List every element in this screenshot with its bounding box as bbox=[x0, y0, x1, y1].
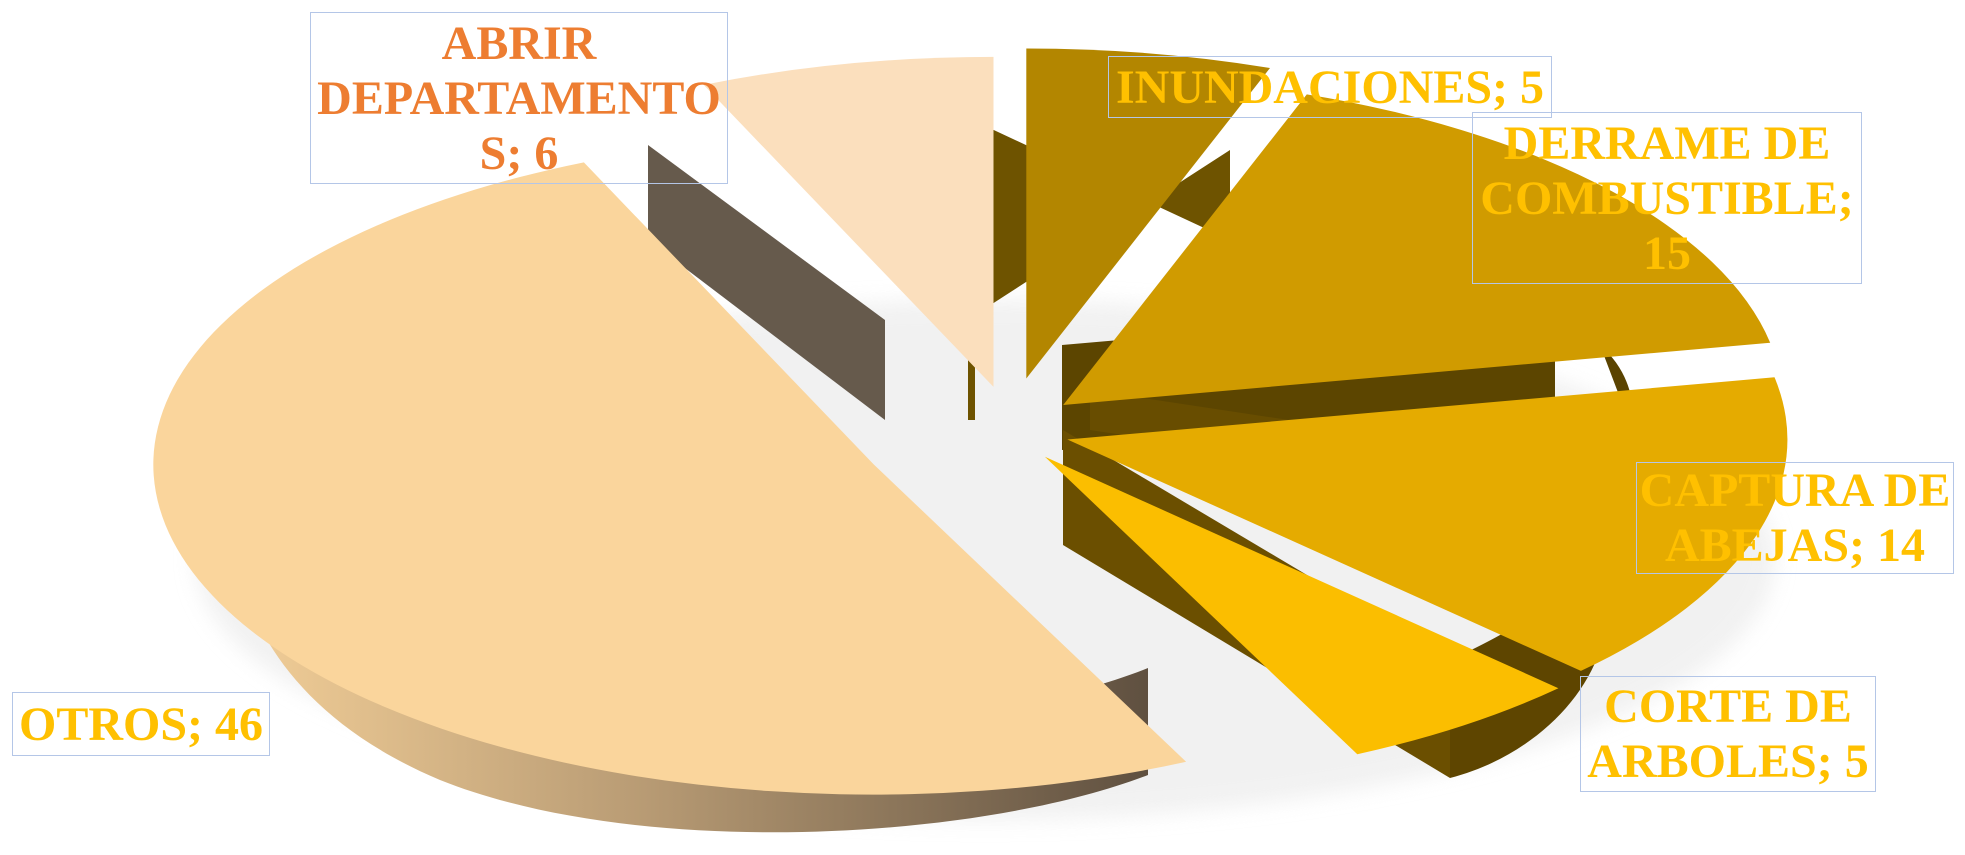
slice-derrame bbox=[1063, 94, 1771, 406]
label-abrir-departamentos: ABRIR DEPARTAMENTO S; 6 bbox=[310, 12, 728, 184]
label-abrir-text: ABRIR DEPARTAMENTO S; 6 bbox=[317, 16, 721, 180]
slice-tops bbox=[153, 48, 1788, 795]
slice-captura bbox=[1067, 377, 1788, 671]
slice-corte bbox=[1044, 456, 1559, 755]
label-otros: OTROS; 46 bbox=[12, 692, 270, 756]
slice-side-abrir bbox=[648, 145, 885, 420]
label-captura: CAPTURA DE ABEJAS; 14 bbox=[1636, 462, 1954, 574]
slice-inundaciones bbox=[1026, 48, 1270, 379]
label-otros-text: OTROS; 46 bbox=[18, 697, 264, 751]
label-captura-text: CAPTURA DE ABEJAS; 14 bbox=[1639, 464, 1951, 572]
label-corte: CORTE DE ARBOLES; 5 bbox=[1580, 676, 1876, 792]
slice-abrir bbox=[703, 56, 994, 387]
label-derrame: DERRAME DE COMBUSTIBLE; 15 bbox=[1472, 112, 1862, 284]
label-derrame-text: DERRAME DE COMBUSTIBLE; 15 bbox=[1480, 116, 1854, 280]
label-inundaciones: INUNDACIONES; 5 bbox=[1108, 56, 1552, 118]
label-inundaciones-text: INUNDACIONES; 5 bbox=[1115, 60, 1545, 114]
slice-otros bbox=[153, 162, 1187, 795]
label-corte-text: CORTE DE ARBOLES; 5 bbox=[1587, 680, 1869, 788]
